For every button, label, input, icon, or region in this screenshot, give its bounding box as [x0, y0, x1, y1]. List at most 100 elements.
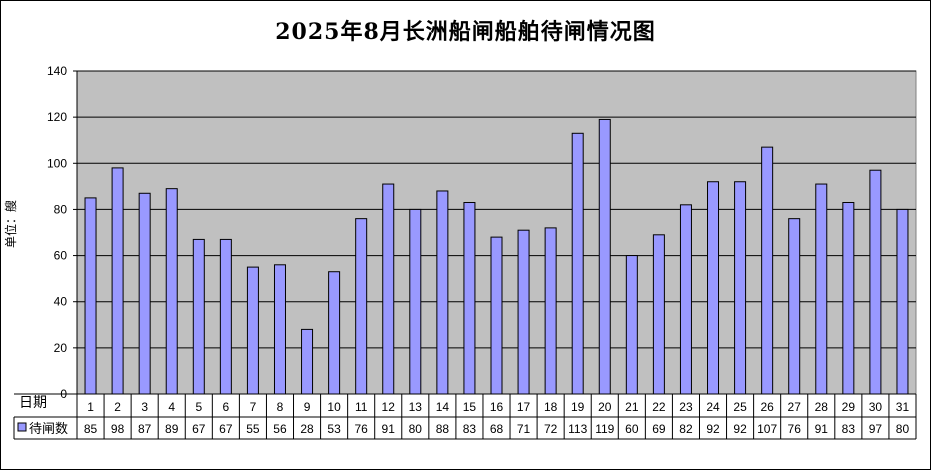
data-table-value: 83	[463, 422, 477, 436]
data-table-value: 80	[896, 422, 910, 436]
bar-day-11	[355, 218, 368, 395]
data-table-value: 92	[733, 422, 747, 436]
bar-day-12	[382, 183, 395, 395]
y-tick-label: 60	[54, 249, 68, 263]
x-tick-label: 14	[436, 400, 450, 414]
x-tick-label: 30	[869, 400, 883, 414]
bar-day-30	[869, 169, 882, 395]
data-table-value: 55	[246, 422, 260, 436]
bar-day-16	[490, 236, 503, 395]
data-table-value: 88	[436, 422, 450, 436]
x-tick-label: 26	[760, 400, 774, 414]
x-tick-label: 23	[679, 400, 693, 414]
chart-title: 2025年8月长洲船闸船舶待闸情况图	[275, 19, 656, 45]
data-table-value: 69	[652, 422, 666, 436]
bar-day-3	[138, 192, 151, 395]
bar-day-9	[301, 328, 314, 395]
y-tick-label: 20	[54, 341, 68, 355]
x-tick-label: 16	[490, 400, 504, 414]
data-table-value: 98	[111, 422, 125, 436]
data-table-value: 28	[300, 422, 314, 436]
bar-day-13	[409, 208, 422, 395]
data-table-value: 67	[219, 422, 233, 436]
data-table-value: 91	[815, 422, 829, 436]
bar-day-7	[246, 266, 259, 395]
bar-day-24	[707, 181, 720, 395]
y-tick-label: 120	[47, 110, 67, 124]
x-tick-label: 19	[571, 400, 585, 414]
x-tick-label: 28	[815, 400, 829, 414]
data-table-value: 76	[354, 422, 368, 436]
data-table-value: 91	[382, 422, 396, 436]
legend-label: 待闸数	[29, 421, 68, 436]
data-table-value: 56	[273, 422, 287, 436]
x-tick-label: 29	[842, 400, 856, 414]
bar-day-6	[219, 238, 232, 395]
bar-day-4	[165, 188, 178, 395]
bar-day-27	[788, 218, 801, 395]
data-table-value: 87	[138, 422, 152, 436]
bar-day-2	[111, 167, 124, 395]
x-tick-label: 27	[788, 400, 802, 414]
data-table-value: 71	[517, 422, 531, 436]
data-table-value: 60	[625, 422, 639, 436]
bar-day-1	[84, 197, 97, 395]
x-tick-label: 31	[896, 400, 910, 414]
x-tick-label: 6	[223, 400, 230, 414]
bar-day-15	[463, 202, 476, 395]
legend-key	[17, 422, 27, 432]
bar-day-26	[761, 146, 774, 395]
x-tick-label: 2	[114, 400, 121, 414]
y-tick-label: 40	[54, 295, 68, 309]
x-tick-label: 11	[355, 400, 368, 414]
data-table-value: 68	[490, 422, 504, 436]
bar-day-31	[896, 208, 909, 395]
data-table-value: 80	[409, 422, 423, 436]
x-tick-label: 21	[625, 400, 639, 414]
x-tick-label: 9	[304, 400, 311, 414]
data-table-value: 85	[84, 422, 98, 436]
x-tick-label: 18	[544, 400, 558, 414]
x-tick-label: 4	[168, 400, 175, 414]
x-tick-label: 12	[382, 400, 396, 414]
data-table-value: 67	[192, 422, 206, 436]
bar-day-8	[273, 264, 286, 395]
bar-day-29	[842, 202, 855, 395]
bar-day-21	[625, 255, 638, 395]
bar-day-28	[815, 183, 828, 395]
x-tick-label: 10	[327, 400, 341, 414]
bar-day-22	[652, 234, 665, 395]
bar-day-10	[328, 271, 341, 395]
x-tick-label: 25	[733, 400, 747, 414]
x-tick-label: 17	[517, 400, 531, 414]
x-tick-label: 24	[706, 400, 720, 414]
x-tick-label: 20	[598, 400, 612, 414]
data-table-value: 89	[165, 422, 179, 436]
y-tick-label: 100	[47, 156, 67, 170]
x-tick-label: 8	[277, 400, 284, 414]
bar-day-14	[436, 190, 449, 395]
bar-day-23	[679, 204, 692, 395]
x-tick-label: 3	[141, 400, 148, 414]
data-table-value: 83	[842, 422, 856, 436]
bar-day-17	[517, 229, 530, 395]
x-tick-label: 5	[195, 400, 202, 414]
data-table-value: 53	[327, 422, 341, 436]
bar-day-5	[192, 238, 205, 395]
bar-day-18	[544, 227, 557, 395]
bar-day-20	[598, 118, 611, 395]
x-tick-label: 15	[463, 400, 477, 414]
bar-day-25	[734, 181, 747, 395]
x-tick-label: 22	[652, 400, 666, 414]
x-tick-label: 7	[250, 400, 257, 414]
data-table-value: 113	[568, 422, 587, 436]
data-table-value: 76	[788, 422, 802, 436]
data-table-value: 72	[544, 422, 558, 436]
y-tick-label: 80	[54, 202, 68, 216]
data-table-value: 107	[757, 422, 777, 436]
x-axis-label: 日期	[19, 394, 47, 410]
y-tick-label: 140	[47, 64, 67, 78]
x-tick-label: 13	[409, 400, 423, 414]
data-table-value: 82	[679, 422, 693, 436]
